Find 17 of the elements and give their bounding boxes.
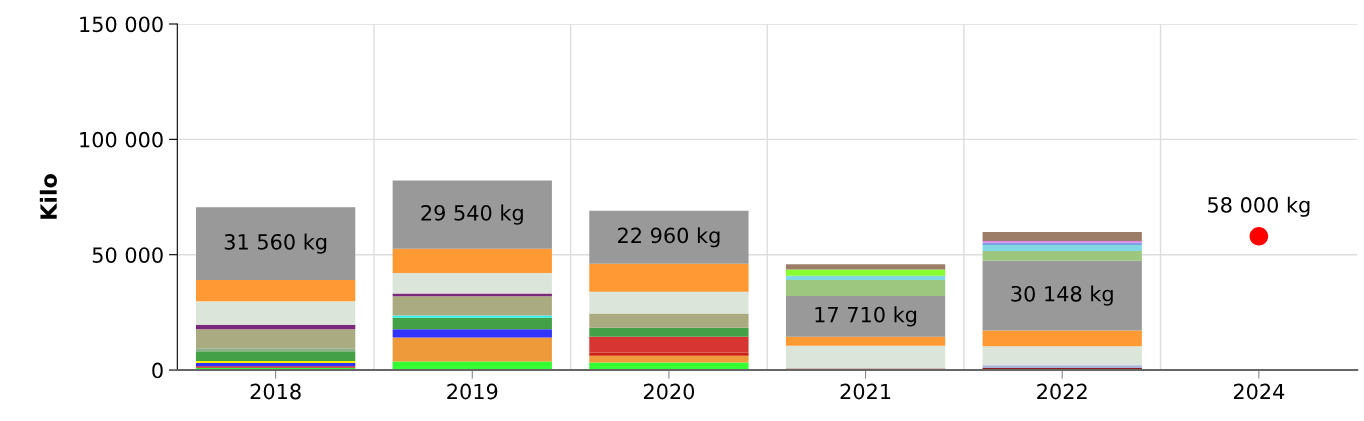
x-tick-label: 2021	[840, 383, 891, 400]
y-tick-label: 50 000	[92, 247, 163, 263]
y-tick-label: 100 000	[80, 131, 163, 148]
data-label: 31 560 kg	[224, 233, 327, 254]
data-label: 58 000 kg	[1208, 196, 1310, 217]
data-label: 22 960 kg	[618, 227, 720, 248]
y-tick-label: 0	[152, 362, 163, 379]
x-tick-label: 2024	[1233, 383, 1285, 400]
x-tick-label: 2018	[250, 383, 301, 400]
data-label: 30 148 kg	[1011, 285, 1113, 306]
y-axis-title: Kilo	[39, 174, 57, 219]
x-tick-label: 2022	[1037, 383, 1087, 400]
y-tick-label: 150 000	[80, 16, 163, 33]
data-label: 29 540 kg	[421, 204, 523, 225]
x-tick-label: 2019	[447, 383, 498, 400]
x-tick-label: 2020	[643, 383, 695, 400]
data-label: 17 710 kg	[815, 306, 917, 327]
